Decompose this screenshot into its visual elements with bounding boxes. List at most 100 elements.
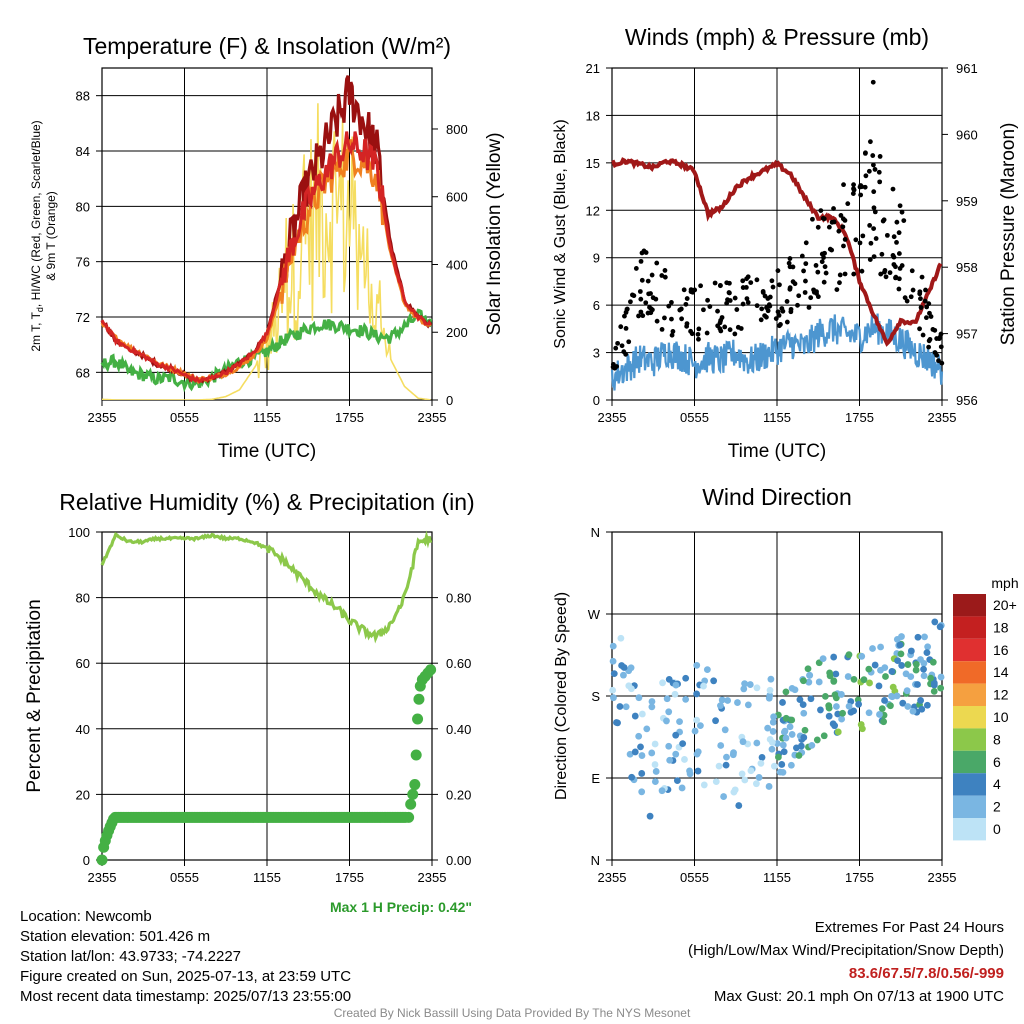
temperature-frame xyxy=(101,67,433,401)
direction-point xyxy=(923,649,931,657)
gust-point xyxy=(868,240,874,246)
precip-point xyxy=(407,788,419,800)
direction-point xyxy=(696,722,704,730)
direction-point xyxy=(769,718,777,726)
gust-point xyxy=(877,154,883,159)
relative-humidity-line xyxy=(100,530,433,644)
gust-point xyxy=(677,307,683,313)
gust-point xyxy=(884,232,890,238)
gust-point xyxy=(610,361,616,367)
direction-point xyxy=(778,761,786,768)
gust-point xyxy=(726,290,732,295)
gust-point xyxy=(871,254,877,259)
gust-point xyxy=(927,337,933,342)
gust-point xyxy=(773,316,779,321)
legend-swatch xyxy=(953,616,986,639)
direction-point xyxy=(753,739,761,747)
gust-point xyxy=(649,272,655,278)
gust-point xyxy=(803,240,809,246)
gust-point xyxy=(662,274,668,280)
direction-point xyxy=(766,686,774,694)
gust-point xyxy=(659,327,665,332)
temperature-y2tick-label: 800 xyxy=(446,122,468,137)
gust-point xyxy=(770,284,776,290)
direction-point xyxy=(876,711,883,718)
direction-point xyxy=(805,678,813,686)
gust-point xyxy=(745,274,751,280)
legend-label: 18 xyxy=(993,619,1009,635)
direction-point xyxy=(651,740,659,748)
temperature-y2tick-label: 200 xyxy=(446,325,468,340)
precip-point xyxy=(410,749,422,761)
gust-point xyxy=(778,322,783,327)
direction-point xyxy=(779,699,786,706)
direction-point xyxy=(651,761,659,768)
gust-point xyxy=(670,329,676,334)
temperature-ylabel-line2: & 9m T (Orange) xyxy=(44,191,58,281)
wind-direction-title: Wind Direction xyxy=(702,484,852,510)
gust-point xyxy=(717,326,723,332)
gust-point xyxy=(891,254,897,260)
gust-point xyxy=(681,287,687,293)
gust-point xyxy=(821,279,827,285)
legend-label: 16 xyxy=(993,642,1009,658)
gust-point xyxy=(623,309,629,315)
gust-point xyxy=(637,289,643,294)
direction-point xyxy=(796,696,804,704)
gust-point xyxy=(918,305,924,310)
direction-point xyxy=(826,672,834,680)
wind-direction-ytick-label: N xyxy=(591,853,600,868)
winds-y2tick-label: 957 xyxy=(956,327,978,342)
winds-ytick-label: 21 xyxy=(586,61,600,76)
direction-point xyxy=(825,702,833,710)
direction-point xyxy=(672,681,680,689)
direction-point xyxy=(618,662,625,669)
winds-ytick-label: 15 xyxy=(586,156,600,171)
legend-label: 14 xyxy=(993,664,1009,680)
gust-point xyxy=(890,186,896,192)
direction-point xyxy=(894,657,901,665)
direction-point xyxy=(671,690,679,698)
recent-data-label: Most recent data timestamp: 2025/07/13 2… xyxy=(20,988,352,1005)
gust-point xyxy=(862,184,868,190)
direction-point xyxy=(693,661,701,669)
gust-point xyxy=(873,236,879,241)
temperature-ytick-label: 76 xyxy=(76,255,90,270)
gust-point xyxy=(837,280,842,286)
extremes-title: Extremes For Past 24 Hours xyxy=(814,919,1004,936)
gust-point xyxy=(724,300,730,306)
direction-point xyxy=(898,662,906,669)
direction-point xyxy=(887,702,894,710)
gust-point xyxy=(899,263,905,268)
legend-swatch xyxy=(953,750,986,774)
direction-point xyxy=(897,650,905,658)
gust-point xyxy=(893,275,898,281)
direction-point xyxy=(929,658,937,666)
gust-point xyxy=(930,327,936,332)
gust-point xyxy=(787,286,793,292)
gust-point xyxy=(858,183,864,188)
humidity-ytick-label: 40 xyxy=(76,722,90,737)
gust-point xyxy=(810,216,815,222)
temperature-xtick-label: 1155 xyxy=(253,410,281,425)
direction-point xyxy=(860,676,868,684)
gust-point xyxy=(760,290,766,295)
gust-point xyxy=(871,205,877,211)
gust-point xyxy=(815,224,821,230)
gust-point xyxy=(640,313,646,319)
gust-point xyxy=(863,150,868,156)
gust-point xyxy=(633,266,639,271)
direction-point xyxy=(635,732,643,740)
direction-point xyxy=(724,697,732,704)
direction-point xyxy=(700,682,707,690)
direction-point xyxy=(888,668,896,675)
direction-point xyxy=(686,767,693,775)
gust-point xyxy=(901,218,907,224)
temperature-ytick-label: 84 xyxy=(76,144,90,159)
direction-point xyxy=(927,674,935,682)
gust-point xyxy=(639,277,645,283)
gust-point xyxy=(745,300,751,305)
humidity-xtick-label: 2355 xyxy=(418,870,447,885)
gust-point xyxy=(669,332,675,338)
